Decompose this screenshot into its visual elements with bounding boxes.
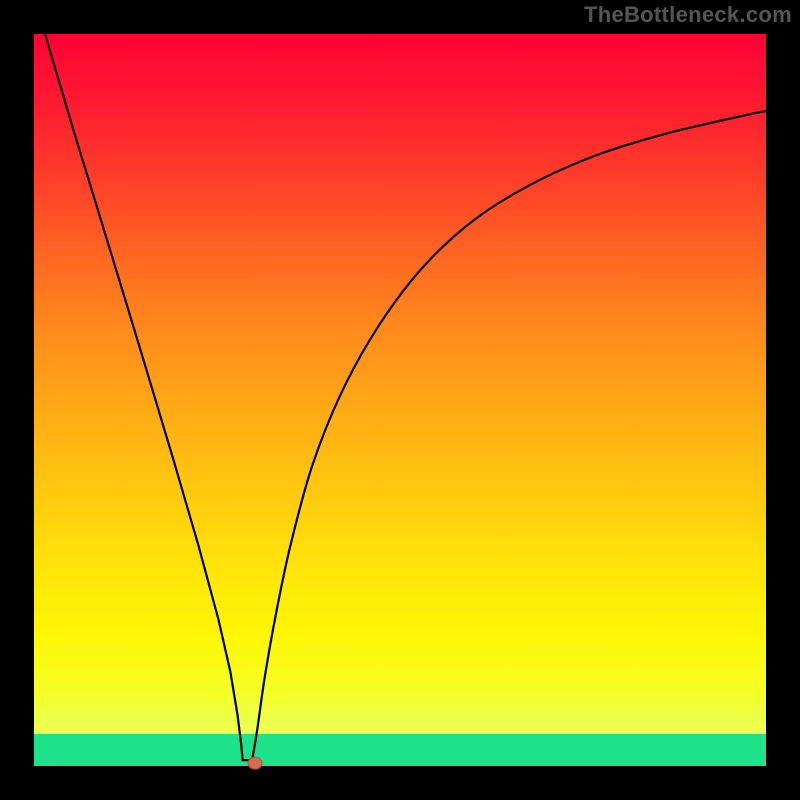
chart-svg xyxy=(0,0,800,800)
watermark-label: TheBottleneck.com xyxy=(584,2,792,28)
highlight-band xyxy=(34,724,766,734)
plot-background xyxy=(34,34,766,766)
chart-root: TheBottleneck.com xyxy=(0,0,800,800)
green-baseline xyxy=(34,734,766,766)
optimal-point-marker xyxy=(248,757,262,769)
